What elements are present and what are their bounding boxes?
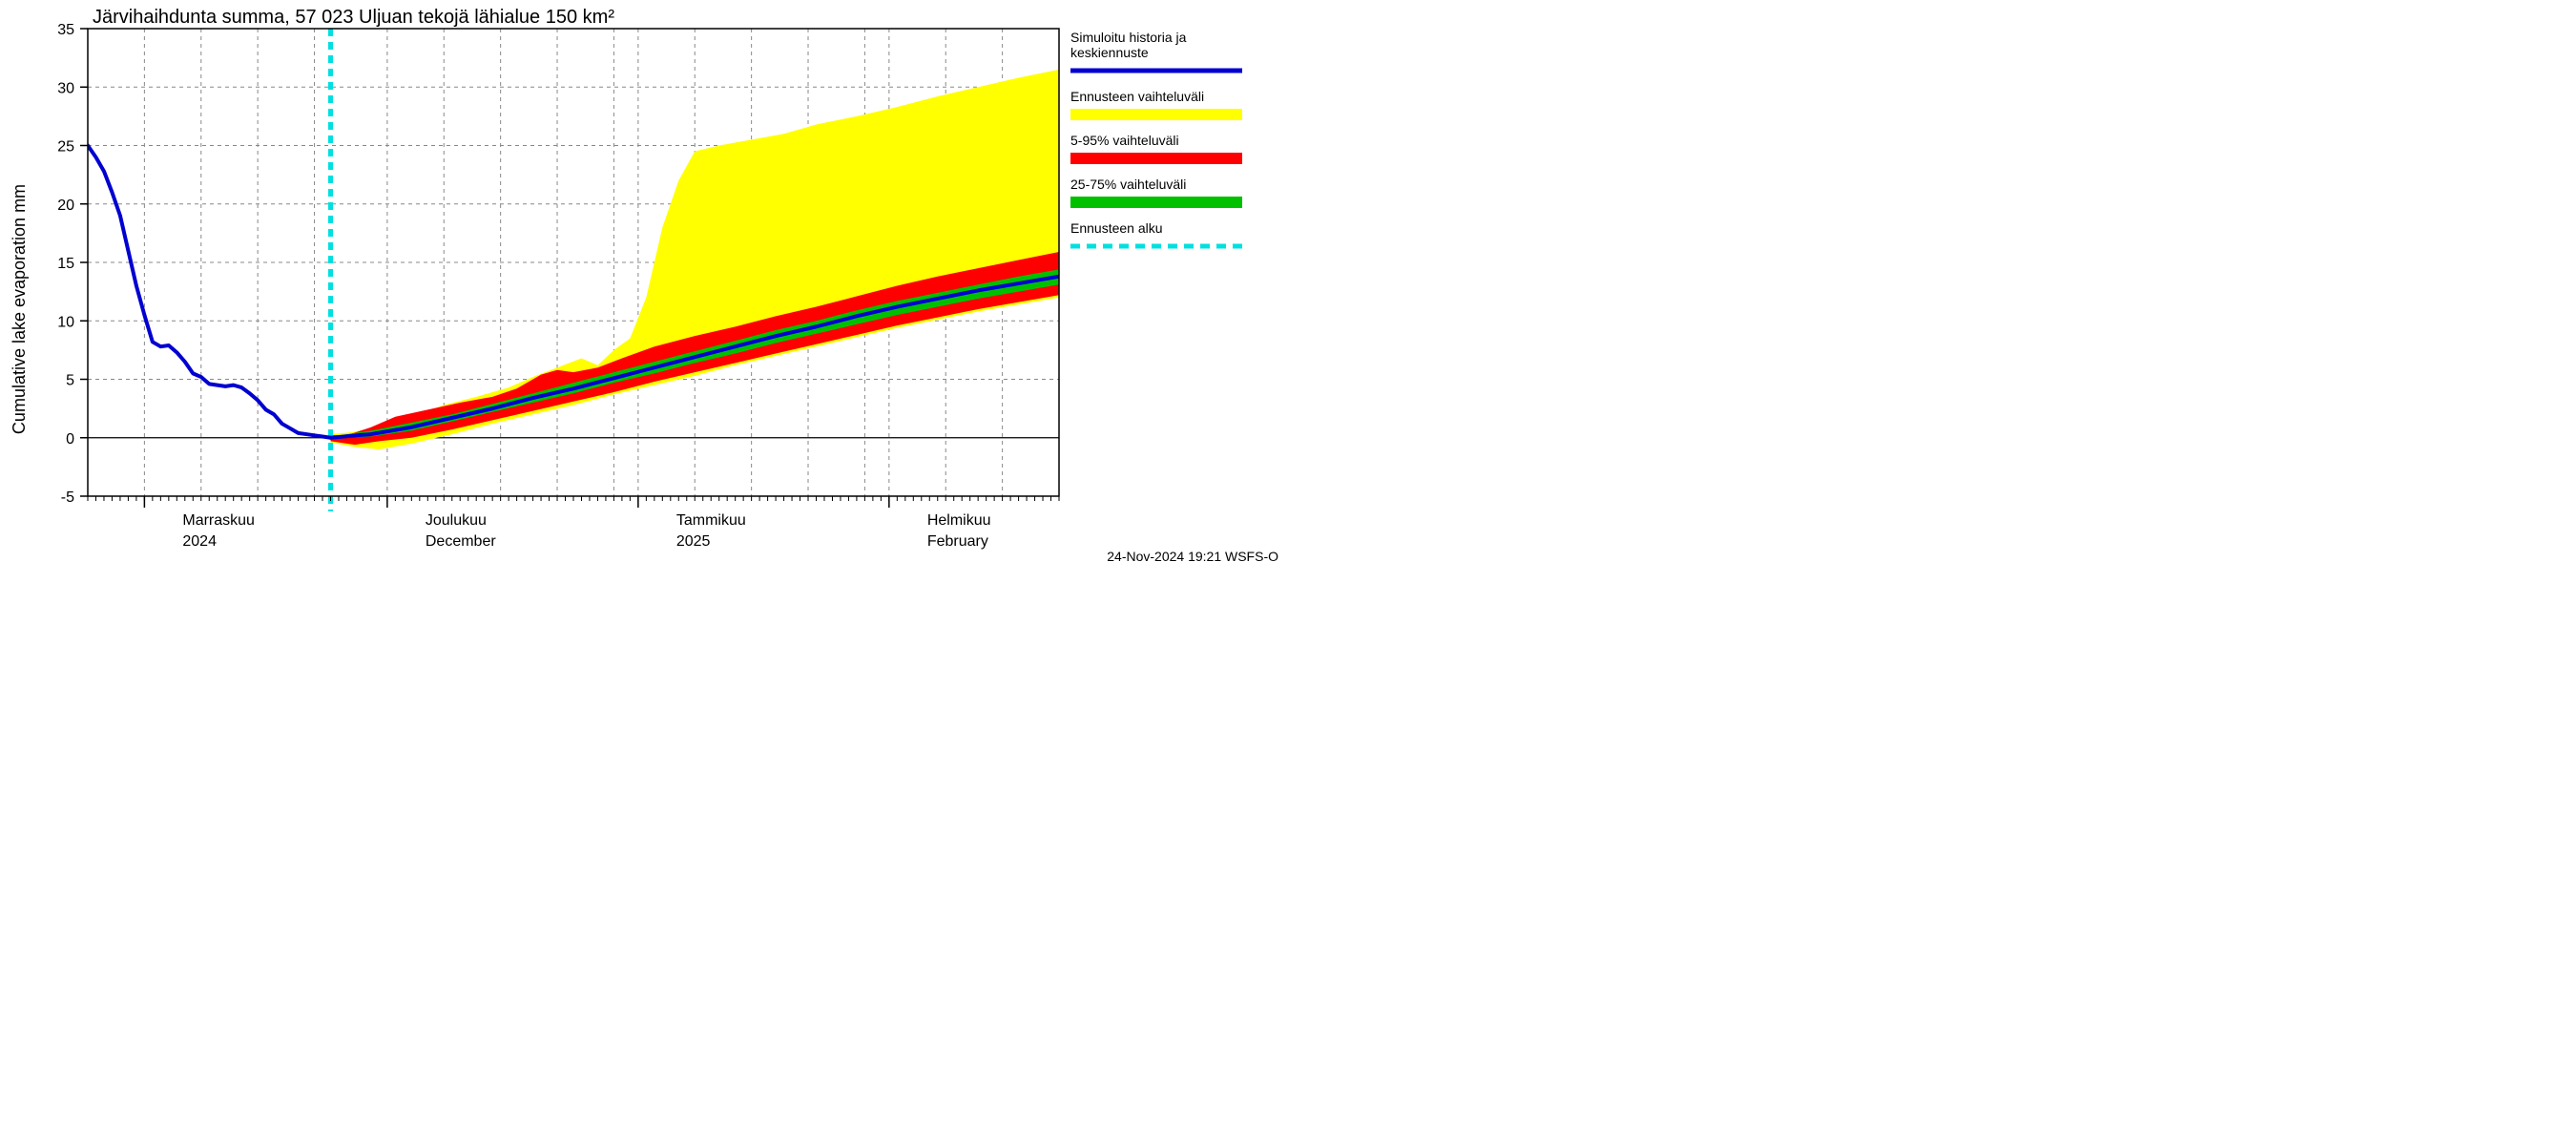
y-tick-label: 20 [57, 198, 74, 214]
legend-label: Ennusteen alku [1070, 220, 1163, 236]
legend-swatch [1070, 153, 1242, 164]
history-line [88, 146, 331, 438]
y-tick-label: 25 [57, 139, 74, 156]
legend-swatch [1070, 109, 1242, 120]
y-tick-label: 5 [66, 373, 74, 389]
legend-label: 5-95% vaihteluväli [1070, 133, 1179, 148]
y-tick-label: 10 [57, 314, 74, 330]
band-full-range [331, 70, 1060, 449]
legend-swatch [1070, 197, 1242, 208]
y-tick-label: 30 [57, 80, 74, 96]
y-tick-label: -5 [61, 489, 74, 506]
x-month-label: Joulukuu [426, 512, 487, 529]
x-month-label: Helmikuu [927, 512, 991, 529]
x-month-sublabel: 2024 [182, 533, 217, 550]
y-tick-label: 35 [57, 22, 74, 38]
x-ticks [88, 496, 1059, 508]
legend-label: Ennusteen vaihteluväli [1070, 89, 1204, 104]
chart-container: -505101520253035Marraskuu2024JoulukuuDec… [0, 0, 1288, 572]
x-month-label: Marraskuu [182, 512, 255, 529]
x-month-label: Tammikuu [676, 512, 746, 529]
legend-label: keskiennuste [1070, 45, 1149, 60]
chart-title: Järvihaihdunta summa, 57 023 Uljuan teko… [93, 7, 614, 28]
y-axis-label: Cumulative lake evaporation mm [10, 184, 29, 434]
legend-label: 25-75% vaihteluväli [1070, 177, 1186, 192]
footer-timestamp: 24-Nov-2024 19:21 WSFS-O [1107, 549, 1278, 564]
x-month-sublabel: 2025 [676, 533, 711, 550]
y-tick-label: 15 [57, 256, 74, 272]
y-tick-label: 0 [66, 431, 74, 448]
x-month-sublabel: February [927, 533, 988, 550]
x-month-sublabel: December [426, 533, 496, 550]
bands [331, 70, 1060, 449]
legend-label: Simuloitu historia ja [1070, 30, 1187, 45]
chart-svg: -505101520253035Marraskuu2024JoulukuuDec… [0, 0, 1288, 572]
